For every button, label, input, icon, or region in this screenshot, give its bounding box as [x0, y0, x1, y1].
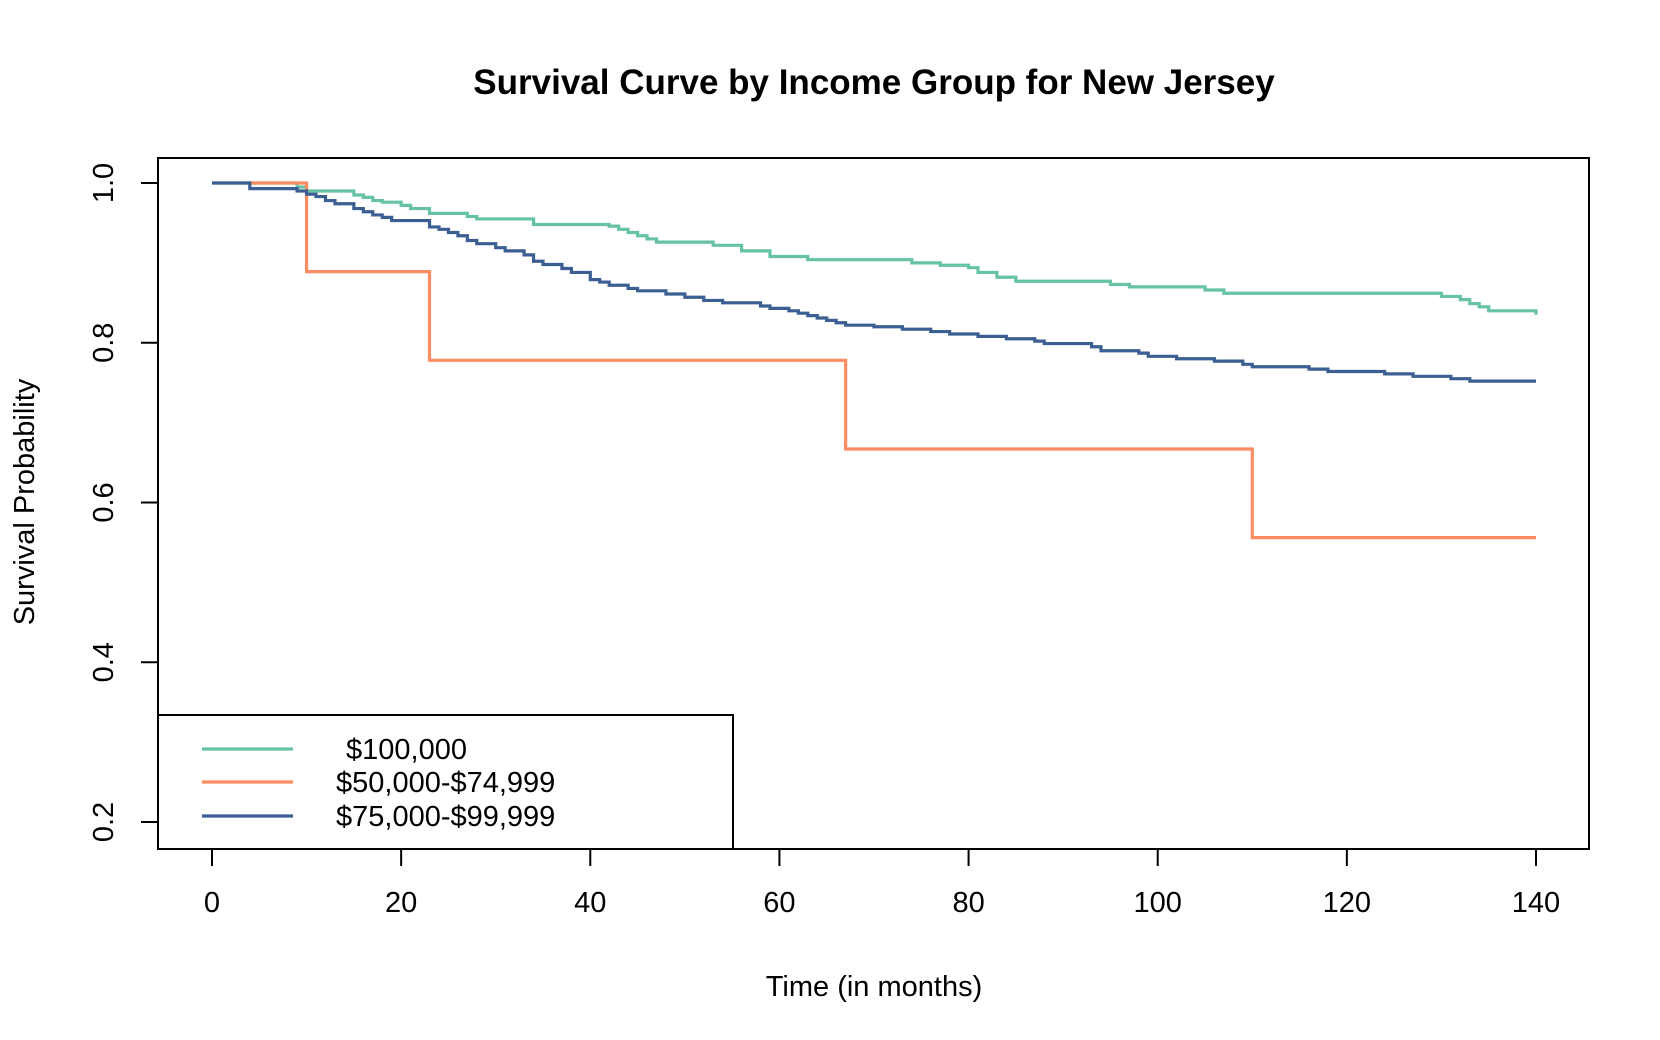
y-axis: 0.2 0.4 0.6 0.8 1.0 [88, 163, 159, 842]
plot-area [212, 181, 1538, 540]
x-axis: 0 20 40 60 80 100 120 140 [204, 848, 1560, 919]
x-axis-label: Time (in months) [766, 971, 982, 1003]
x-tick-label: 80 [952, 887, 984, 919]
survival-curve-1 [249, 181, 1536, 540]
legend-label: $100,000 [346, 734, 467, 766]
y-tick-label: 0.8 [88, 323, 120, 363]
x-tick-label: 120 [1323, 887, 1371, 919]
survival-curve-2 [212, 181, 1536, 383]
x-tick-label: 100 [1134, 887, 1182, 919]
legend-label: $75,000-$99,999 [336, 801, 555, 833]
y-tick-label: 1.0 [88, 163, 120, 203]
x-tick-label: 0 [204, 887, 220, 919]
y-axis-label: Survival Probability [9, 378, 41, 625]
y-tick-label: 0.2 [88, 802, 120, 842]
y-tick-label: 0.4 [88, 642, 120, 682]
y-tick-label: 0.6 [88, 482, 120, 522]
x-tick-label: 60 [763, 887, 795, 919]
chart-title: Survival Curve by Income Group for New J… [473, 63, 1275, 102]
x-tick-label: 20 [385, 887, 417, 919]
plot-frame [157, 157, 1590, 850]
legend-label: $50,000-$74,999 [336, 767, 555, 799]
x-tick-label: 140 [1512, 887, 1560, 919]
x-tick-label: 40 [574, 887, 606, 919]
legend: $100,000$50,000-$74,999$75,000-$99,999 [157, 714, 734, 850]
survival-curve-0 [212, 181, 1538, 315]
